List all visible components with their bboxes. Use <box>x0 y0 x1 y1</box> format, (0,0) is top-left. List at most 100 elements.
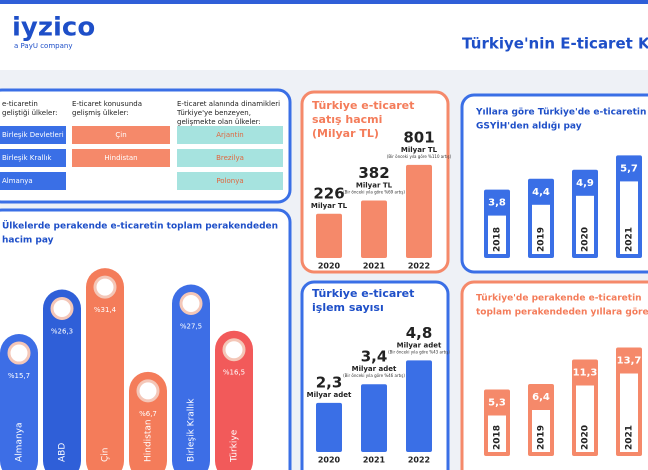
country-label: Polonya <box>216 177 243 185</box>
column-title: e-ticaretin <box>2 100 38 108</box>
bar <box>86 268 124 470</box>
category-label: ABD <box>58 443 68 462</box>
country-box <box>72 126 170 144</box>
bar-dot <box>50 297 74 321</box>
value-label: 4,8 <box>406 324 433 342</box>
note: (Bir önceki yıla göre %46 artış) <box>343 373 405 378</box>
note: (Bir önceki yıla göre %43 artış) <box>388 349 450 354</box>
bar-dot <box>93 275 117 299</box>
category-label: 2018 <box>493 425 503 450</box>
value-label: 11,3 <box>573 368 598 379</box>
category-label: 2018 <box>493 227 503 252</box>
bar <box>43 289 81 470</box>
value-label: %27,5 <box>180 323 202 331</box>
category-label: 2019 <box>537 227 547 252</box>
bar <box>316 402 342 452</box>
bar-inner <box>532 410 550 452</box>
unit-label: Milyar TL <box>356 182 393 190</box>
country-label: Çin <box>115 131 126 139</box>
country-box <box>177 172 283 190</box>
chart-title: (Milyar TL) <box>312 127 379 140</box>
country-box <box>0 172 66 190</box>
category-label: 2021 <box>363 262 386 271</box>
country-label: Hindistan <box>104 154 137 162</box>
chart-title: toplam perakendeden yıllara göre al <box>476 308 648 318</box>
bar-dot <box>222 338 246 362</box>
note: (Bir önceki yıla göre %110 artış) <box>387 154 452 159</box>
bar-dot <box>7 341 31 365</box>
category-label: 2021 <box>625 425 635 450</box>
category-label: Almanya <box>15 423 25 463</box>
country-box <box>177 126 283 144</box>
category-label: 2019 <box>537 425 547 450</box>
value-label: %15,7 <box>8 372 30 380</box>
top-bar <box>0 0 648 4</box>
value-label: 801 <box>403 128 434 146</box>
chart-title: Yıllara göre Türkiye'de e-ticaretin <box>475 108 646 118</box>
bar <box>406 164 432 258</box>
category-label: 2020 <box>581 227 591 252</box>
column-title: gelişmiş ülkeler: <box>72 109 129 117</box>
header-bg <box>0 4 648 70</box>
country-label: Brezilya <box>216 154 244 162</box>
category-label: 2020 <box>318 456 341 465</box>
chart-title: hacim pay <box>2 236 54 246</box>
category-label: 2021 <box>363 456 386 465</box>
country-label: Almanya <box>2 177 33 185</box>
note: (Bir önceki yıla göre %69 artış) <box>343 190 405 195</box>
bar-dot <box>136 379 160 403</box>
category-label: 2020 <box>318 262 341 271</box>
category-label: 2021 <box>625 227 635 252</box>
unit-label: Milyar adet <box>397 341 442 349</box>
bar-inner <box>620 373 638 452</box>
bar-inner <box>488 215 506 254</box>
unit-label: Milyar TL <box>311 202 348 210</box>
category-label: Türkiye <box>230 429 240 463</box>
bar <box>316 213 342 258</box>
value-label: 5,3 <box>488 398 506 409</box>
value-label: 13,7 <box>617 356 642 367</box>
value-label: %16,5 <box>223 369 245 377</box>
value-label: 382 <box>358 164 389 182</box>
column-title: E-ticaret alanında dinamikleri <box>177 100 280 108</box>
chart-title: Türkiye'de perakende e-ticaretin <box>476 294 642 304</box>
bar <box>361 384 387 452</box>
category-label: 2022 <box>408 262 430 271</box>
category-label: 2022 <box>408 456 430 465</box>
value-label: 3,8 <box>488 198 506 209</box>
bar <box>406 360 432 452</box>
bar-dot <box>179 292 203 315</box>
country-label: Birleşik Krallık <box>2 154 52 162</box>
value-label: 6,4 <box>532 392 550 403</box>
bar <box>215 330 253 470</box>
chart-title: Ülkelerde perakende e-ticaretin toplam p… <box>2 221 278 232</box>
country-label: Arjantin <box>216 131 243 139</box>
category-label: 2020 <box>581 425 591 450</box>
country-label: Birleşik Devletleri <box>2 131 64 139</box>
chart-title: satış hacmi <box>312 113 382 126</box>
value-label: %26,3 <box>51 328 73 336</box>
bar-inner <box>488 415 506 452</box>
category-label: Birleşik Krallık <box>187 398 197 462</box>
category-label: Çin <box>101 448 111 463</box>
value-label: %6,7 <box>139 410 157 418</box>
value-label: 4,9 <box>576 178 594 189</box>
column-title: gelişmekte olan ülkeler: <box>177 118 261 126</box>
unit-label: Milyar adet <box>307 391 352 399</box>
country-box <box>72 149 170 167</box>
value-label: 2,3 <box>316 373 343 391</box>
value-label: 5,7 <box>620 163 638 174</box>
column-title: Türkiye'ye benzeyen, <box>176 109 251 117</box>
country-box <box>0 126 66 144</box>
bar-inner <box>532 204 550 254</box>
value-label: 3,4 <box>361 348 388 366</box>
chart-title: işlem sayısı <box>312 301 384 314</box>
bar-inner <box>576 385 594 452</box>
column-title: geliştiği ülkeler: <box>2 109 57 117</box>
chart-title: Türkiye e-ticaret <box>312 99 414 112</box>
country-box <box>0 149 66 167</box>
bar <box>361 200 387 258</box>
category-label: Hindistan <box>144 419 154 462</box>
unit-label: Milyar adet <box>352 365 397 373</box>
